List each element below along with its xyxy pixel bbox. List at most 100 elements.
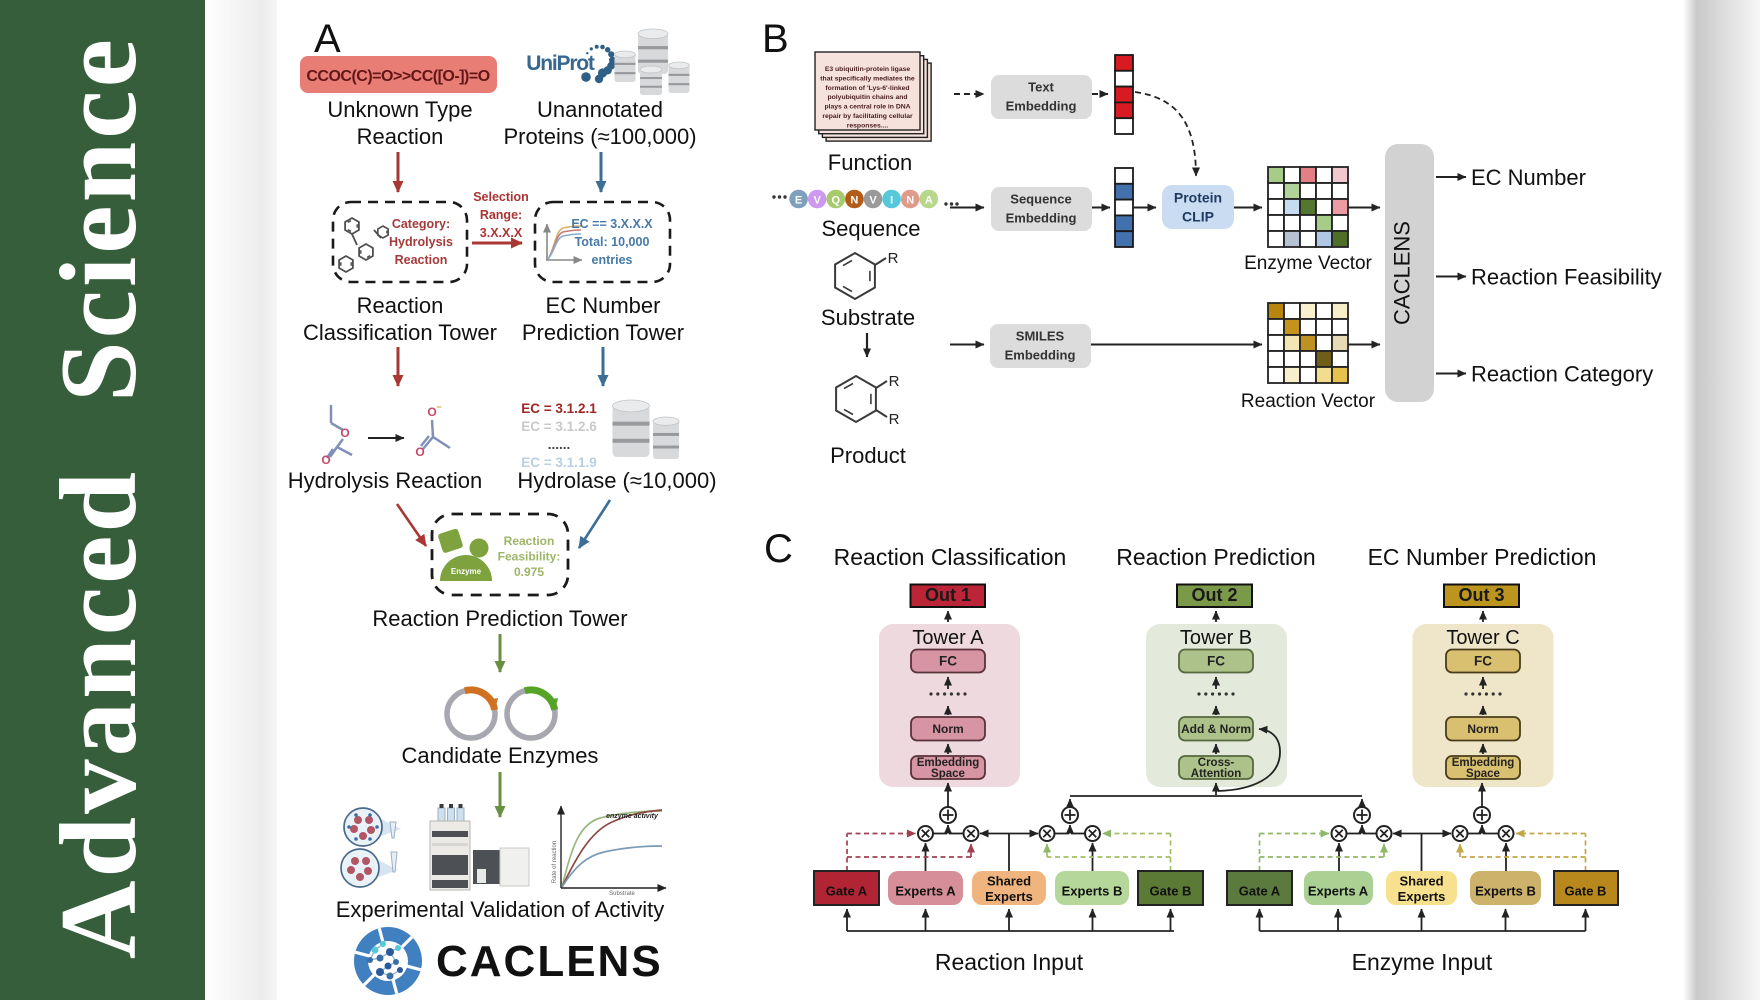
svg-text:Proteins (≈100,000): Proteins (≈100,000) [503, 124, 696, 149]
svg-text:EC == 3.X.X.X: EC == 3.X.X.X [571, 217, 653, 231]
svg-text:Cross-: Cross- [1198, 757, 1235, 769]
svg-text:Experts A: Experts A [895, 884, 956, 899]
svg-text:Out 3: Out 3 [1458, 585, 1504, 605]
svg-text:A: A [925, 195, 933, 207]
svg-text:Text: Text [1028, 80, 1054, 95]
svg-text:Range:: Range: [480, 208, 522, 222]
svg-text:Reaction Feasibility: Reaction Feasibility [1471, 265, 1662, 290]
svg-text:EC Number Prediction: EC Number Prediction [1368, 544, 1597, 570]
svg-text:formation of 'Lys-6'-linked: formation of 'Lys-6'-linked [825, 85, 909, 92]
svg-text:SMILES: SMILES [1016, 329, 1065, 344]
svg-text:EC Number: EC Number [546, 293, 661, 318]
svg-text:Gate A: Gate A [1239, 884, 1281, 899]
svg-text:responses....: responses.... [847, 122, 889, 129]
svg-text:Attention: Attention [1191, 768, 1241, 780]
svg-text:Sequence: Sequence [1010, 192, 1071, 207]
svg-text:Reaction Category: Reaction Category [1471, 362, 1653, 387]
svg-text:Experts B: Experts B [1062, 884, 1123, 899]
svg-text:CACLENS: CACLENS [1390, 221, 1415, 325]
svg-text:Reaction Prediction: Reaction Prediction [1116, 544, 1315, 570]
svg-text:Reaction: Reaction [395, 253, 448, 267]
svg-text:EC = 3.1.2.1: EC = 3.1.2.1 [521, 401, 597, 416]
svg-text:O: O [427, 405, 436, 419]
svg-text:plays a central role in DNA: plays a central role in DNA [824, 104, 910, 111]
svg-text:Selection: Selection [473, 190, 529, 204]
svg-text:−: − [436, 402, 441, 412]
svg-text:Tower B: Tower B [1180, 627, 1252, 649]
svg-text:Gate B: Gate B [1565, 884, 1607, 899]
svg-text:FC: FC [1474, 654, 1492, 669]
svg-text:I: I [890, 195, 893, 207]
svg-text:Gate B: Gate B [1150, 884, 1192, 899]
svg-text:Norm: Norm [1467, 722, 1498, 736]
svg-text:Out 2: Out 2 [1191, 585, 1237, 605]
svg-text:Candidate Enzymes: Candidate Enzymes [402, 743, 599, 768]
svg-text:Experts: Experts [985, 889, 1033, 904]
svg-text:Tower C: Tower C [1446, 627, 1519, 649]
svg-text:enzyme activity: enzyme activity [606, 813, 659, 820]
svg-text:Space: Space [931, 768, 965, 780]
svg-text:Protein: Protein [1174, 190, 1222, 206]
svg-text:Q: Q [832, 195, 841, 207]
svg-text:Total: 10,000: Total: 10,000 [575, 235, 650, 249]
svg-text:Science: Science [38, 36, 159, 402]
svg-text:Reaction: Reaction [357, 124, 444, 149]
svg-text:Norm: Norm [932, 722, 963, 736]
svg-text:Experimental Validation of Act: Experimental Validation of Activity [336, 897, 665, 922]
svg-text:Reaction: Reaction [504, 534, 555, 548]
svg-text:Advanced: Advanced [38, 469, 159, 959]
svg-text:3.X.X.X: 3.X.X.X [480, 226, 523, 240]
svg-text:Reaction: Reaction [357, 293, 444, 318]
svg-text:that specifically mediates the: that specifically mediates the [820, 75, 915, 82]
svg-text:Classification Tower: Classification Tower [303, 320, 497, 345]
svg-text:Feasibility:: Feasibility: [498, 550, 561, 564]
svg-text:Hydrolase (≈10,000): Hydrolase (≈10,000) [517, 468, 716, 493]
svg-text:O: O [321, 453, 330, 467]
svg-text:Unannotated: Unannotated [537, 97, 663, 122]
svg-text:Out 1: Out 1 [925, 585, 971, 605]
svg-text:0.975: 0.975 [514, 565, 544, 579]
svg-text:O: O [415, 445, 424, 459]
svg-text:Substrate: Substrate [609, 891, 635, 897]
svg-text:repair by facilitating cellula: repair by facilitating cellular [822, 113, 913, 120]
svg-text:......: ...... [548, 437, 571, 452]
svg-text:EC Number: EC Number [1471, 165, 1586, 190]
svg-text:Hydrolysis Reaction: Hydrolysis Reaction [288, 468, 482, 493]
svg-text:Rate of reaction: Rate of reaction [552, 841, 558, 883]
svg-text:R: R [889, 411, 900, 428]
svg-text:O: O [340, 426, 349, 440]
svg-text:Experts: Experts [1398, 889, 1446, 904]
svg-text:Tower A: Tower A [912, 627, 984, 649]
svg-text:CACLENS: CACLENS [436, 937, 663, 986]
svg-text:A: A [314, 17, 341, 61]
svg-text:C: C [764, 527, 793, 571]
svg-text:CCOC(C)=O>>CC([O-])=O: CCOC(C)=O>>CC([O-])=O [306, 68, 489, 85]
svg-text:E: E [795, 195, 802, 207]
svg-text:polyubiquitin chains and: polyubiquitin chains and [827, 94, 907, 101]
svg-text:Reaction Prediction Tower: Reaction Prediction Tower [372, 606, 627, 631]
svg-text:Substrate: Substrate [821, 305, 915, 330]
svg-text:N: N [906, 195, 914, 207]
svg-text:Shared: Shared [987, 874, 1031, 889]
svg-text:Enzyme Input: Enzyme Input [1352, 949, 1493, 975]
svg-text:Shared: Shared [1399, 874, 1443, 889]
svg-text:FC: FC [939, 654, 957, 669]
svg-text:Space: Space [1466, 768, 1500, 780]
svg-text:Embedding: Embedding [1006, 99, 1077, 114]
svg-text:V: V [869, 195, 877, 207]
svg-text:Unknown Type: Unknown Type [327, 97, 472, 122]
svg-text:V: V [814, 195, 822, 207]
svg-text:EC = 3.1.2.6: EC = 3.1.2.6 [521, 419, 597, 434]
svg-text:CLIP: CLIP [1182, 209, 1214, 225]
svg-text:Experts A: Experts A [1308, 884, 1369, 899]
svg-text:R: R [888, 250, 899, 267]
svg-text:Experts B: Experts B [1475, 884, 1536, 899]
svg-text:UniProt: UniProt [526, 52, 595, 75]
svg-text:EC = 3.1.1.9: EC = 3.1.1.9 [521, 455, 596, 470]
svg-text:Hydrolysis: Hydrolysis [389, 235, 453, 249]
svg-text:Embedding: Embedding [1006, 211, 1077, 226]
svg-text:Reaction Vector: Reaction Vector [1241, 391, 1376, 412]
svg-text:B: B [762, 17, 789, 61]
svg-text:FC: FC [1207, 654, 1225, 669]
svg-text:Embedding: Embedding [917, 757, 980, 769]
